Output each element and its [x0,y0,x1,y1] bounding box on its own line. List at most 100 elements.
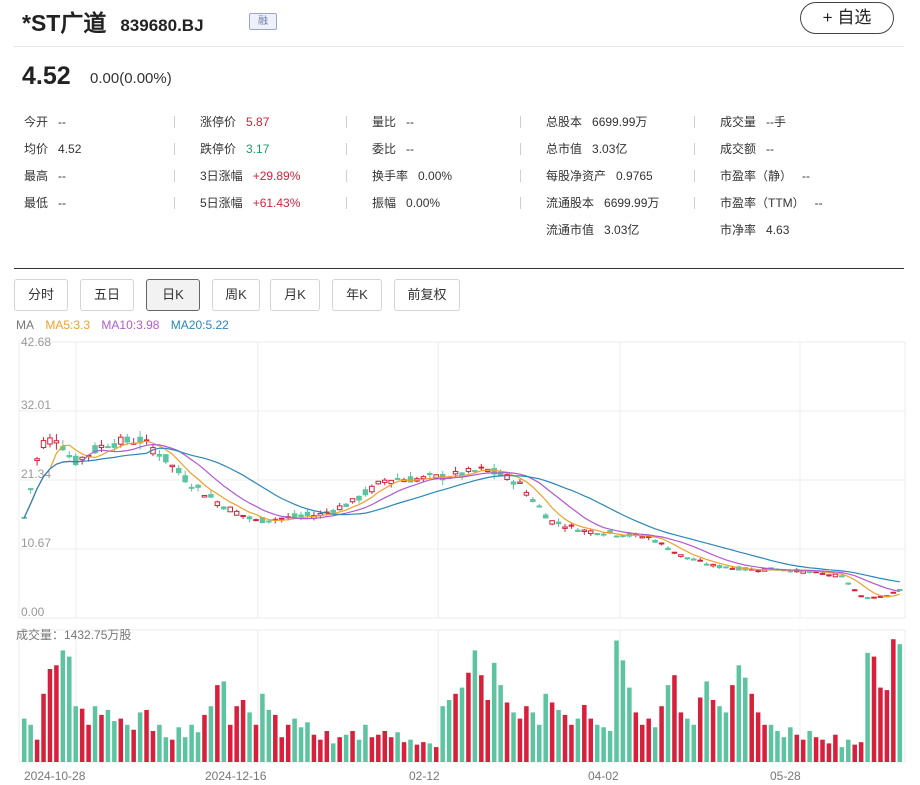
quote-item: 市盈率（静） -- [720,166,810,186]
volume-bar [678,712,684,762]
candle-body [388,479,394,485]
quote-key: 最高 [24,169,49,183]
column-separator [520,143,521,155]
volume-bar [292,718,297,762]
volume-bar [710,700,716,762]
quote-grid: 今开 -- 均价 4.52 最高 -- 最低 -- 涨停价 5.87 跌停价 3.17 3日涨幅 +29.… [24,112,904,247]
quote-item: 振幅 0.00% [372,193,440,213]
candle-body [92,445,98,454]
candle-body [645,536,652,539]
column-separator [174,170,175,182]
quote-value: 0.9765 [616,169,653,183]
candle-body [72,455,79,466]
quote-value: -- [58,196,67,210]
volume-bar [427,743,433,762]
ma20-value: MA20:5.22 [170,318,229,332]
candle-body [555,521,562,525]
volume-bar [826,743,832,762]
volume-bar [858,742,864,762]
candle-body [394,477,401,480]
candle-body [278,517,285,520]
quote-item: 3日涨幅 +29.89% [200,166,300,186]
volume-bar [607,731,613,762]
quote-value: +61.43% [252,196,301,210]
y-tick-label: 42.68 [21,335,51,349]
tab-3[interactable]: 周K [212,279,260,311]
candle-body [658,542,665,545]
volume-bar [73,706,78,762]
candle-body [356,495,362,501]
volume-bar [285,724,291,762]
tab-5[interactable]: 年K [332,279,382,311]
y-tick-label: 21.34 [21,467,51,481]
volume-bar [768,724,774,762]
volume-bar [433,747,439,762]
quote-key: 市盈率（静） [720,169,793,183]
candle-body [369,485,375,493]
candle-body [877,595,884,598]
volume-bar [594,724,600,762]
volume-bar [453,693,458,762]
kline-chart[interactable]: 42.68 32.01 21.34 10.67 0.00 成交量：1432.75万股 202… [0,330,920,785]
volume-bar [627,687,632,762]
volume-label: 成交量：1432.75万股 [16,627,131,642]
volume-bar [253,724,259,762]
tab-4[interactable]: 月K [270,279,320,311]
price-change: 0.00(0.00%) [90,70,172,87]
volume-bar [401,742,407,762]
candle-body [105,446,111,449]
volume-bar [524,706,529,762]
quote-key: 跌停价 [200,142,237,156]
candle-body [163,454,169,463]
candle-body [691,558,697,561]
volume-bar [92,706,98,762]
candle-body [330,510,336,513]
candle-body [227,506,233,513]
volume-bar [150,731,156,762]
x-tick-label: 02-12 [409,769,440,783]
volume-bar [588,718,594,762]
volume-bar [537,724,542,762]
margin-trading-badge: 融 [249,13,277,30]
tab-6[interactable]: 前复权 [394,279,460,311]
column-separator [694,143,695,155]
column-separator [346,170,347,182]
volume-bar [575,718,581,762]
candle-body [581,529,588,533]
volume-bar [865,652,870,762]
volume-bar [369,737,375,762]
tab-1[interactable]: 五日 [80,279,134,311]
quote-value: 3.17 [246,142,270,156]
volume-bar [697,697,703,762]
quote-key: 总股本 [546,115,583,129]
candle-body [381,479,388,483]
candle-body [491,468,497,475]
column-separator [346,116,347,128]
volume-bar [318,739,323,762]
candle-body [594,533,600,536]
candle-body [716,565,723,569]
volume-bar [182,737,188,762]
tab-0[interactable]: 分时 [14,279,68,311]
quote-item: 最低 -- [24,193,66,213]
volume-bar [749,693,754,762]
candle-body [510,481,517,485]
volume-bar [562,714,568,762]
quote-value: 0.00% [418,169,453,183]
candle-body [755,570,761,573]
volume-bar [717,706,722,762]
candle-body [613,535,620,538]
quote-value: -- [406,142,415,156]
quote-key: 均价 [24,142,49,156]
candle-body [34,458,40,462]
volume-bar [659,706,664,762]
add-watchlist-button[interactable]: + 自选 [800,2,894,34]
volume-bar [878,687,883,762]
tab-2[interactable]: 日K [146,279,200,311]
volume-bar [195,732,201,762]
candle-body [118,436,124,445]
candle-body [291,513,298,518]
volume-bar [157,724,162,762]
volume-bar [112,721,117,762]
candle-body [201,494,208,498]
